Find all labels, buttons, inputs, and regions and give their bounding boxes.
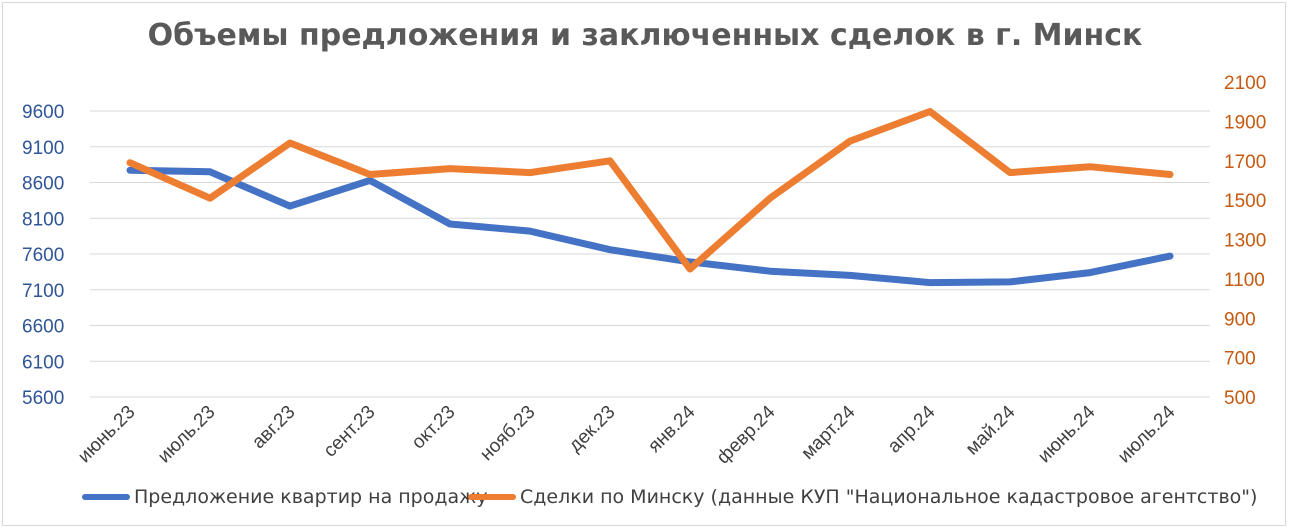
- y-right-tick-label: 2100: [1224, 73, 1266, 94]
- data-point: [369, 174, 371, 176]
- data-point: [129, 162, 131, 164]
- data-point: [129, 169, 131, 171]
- data-point: [449, 168, 451, 170]
- y-right-tick-label: 1300: [1224, 231, 1266, 252]
- y-right-tick-label: 1100: [1224, 270, 1265, 291]
- data-point: [449, 223, 451, 225]
- legend-swatch-supply: [82, 494, 130, 500]
- y-right-tick-label: 1500: [1224, 191, 1266, 212]
- data-point: [1009, 172, 1011, 174]
- legend-item-supply: Предложение квартир на продажу: [82, 486, 488, 508]
- chart-title: Объемы предложения и заключенных сделок …: [147, 18, 1143, 53]
- data-point: [769, 197, 771, 199]
- x-tick-label: июнь.24: [1034, 401, 1100, 467]
- legend-item-deals: Сделки по Минску (данные КУП "Национальн…: [468, 486, 1257, 508]
- y-right-tick-label: 700: [1224, 349, 1256, 370]
- data-point: [849, 140, 851, 142]
- x-tick-label: нояб.23: [476, 402, 539, 465]
- legend-label-deals: Сделки по Минску (данные КУП "Национальн…: [520, 486, 1258, 508]
- data-point: [1089, 272, 1091, 274]
- data-point: [689, 268, 691, 270]
- x-tick-label: июль.24: [1114, 401, 1180, 467]
- y-left-tick-label: 7600: [22, 245, 64, 266]
- data-point: [529, 230, 531, 232]
- x-tick-label: июнь.23: [74, 402, 140, 468]
- x-tick-label: авг.23: [248, 402, 299, 453]
- y-left-tick-label: 9100: [22, 138, 64, 159]
- data-point: [769, 270, 771, 272]
- y-left-tick-label: 6600: [22, 317, 64, 338]
- data-point: [289, 205, 291, 207]
- data-point: [609, 160, 611, 162]
- y-left-tick-label: 9600: [22, 102, 64, 123]
- x-tick-label: сент.23: [320, 402, 380, 462]
- y-left-tick-label: 8600: [22, 174, 64, 195]
- x-tick-label: апр.24: [884, 401, 940, 457]
- data-point: [369, 179, 371, 181]
- data-point: [1169, 174, 1171, 176]
- x-tick-label: янв.24: [644, 401, 700, 457]
- data-point: [529, 172, 531, 174]
- y-right-tick-label: 1900: [1224, 112, 1266, 133]
- y-left-tick-label: 6100: [22, 352, 64, 373]
- series-line-1: [126, 108, 1174, 273]
- y-left-tick-label: 8100: [22, 209, 64, 230]
- series-line-0: [126, 166, 1174, 287]
- data-point: [1169, 255, 1171, 257]
- y-right-tick-label: 500: [1224, 388, 1256, 409]
- y-left-tick-label: 5600: [22, 388, 64, 409]
- x-tick-label: дек.23: [565, 402, 620, 457]
- y-right-tick-label: 1700: [1224, 152, 1266, 173]
- data-point: [209, 171, 211, 173]
- x-tick-label: июль.23: [154, 402, 220, 468]
- x-tick-label: март.24: [797, 401, 859, 463]
- y-left-tick-label: 7100: [22, 281, 64, 302]
- y-right-tick-label: 900: [1224, 309, 1256, 330]
- data-point: [1009, 281, 1011, 283]
- data-point: [929, 282, 931, 284]
- data-point: [1089, 166, 1091, 168]
- data-point: [689, 261, 691, 263]
- data-point: [849, 274, 851, 276]
- x-tick-label: май.24: [962, 401, 1020, 459]
- legend-label-supply: Предложение квартир на продажу: [134, 486, 488, 508]
- data-point: [289, 142, 291, 144]
- x-tick-label: окт.23: [408, 402, 460, 454]
- data-point: [209, 197, 211, 199]
- legend-swatch-deals: [468, 494, 516, 500]
- data-point: [609, 249, 611, 251]
- data-point: [929, 111, 931, 113]
- chart-legend: Предложение квартир на продажу Сделки по…: [0, 486, 1290, 512]
- x-tick-label: февр.24: [713, 401, 780, 468]
